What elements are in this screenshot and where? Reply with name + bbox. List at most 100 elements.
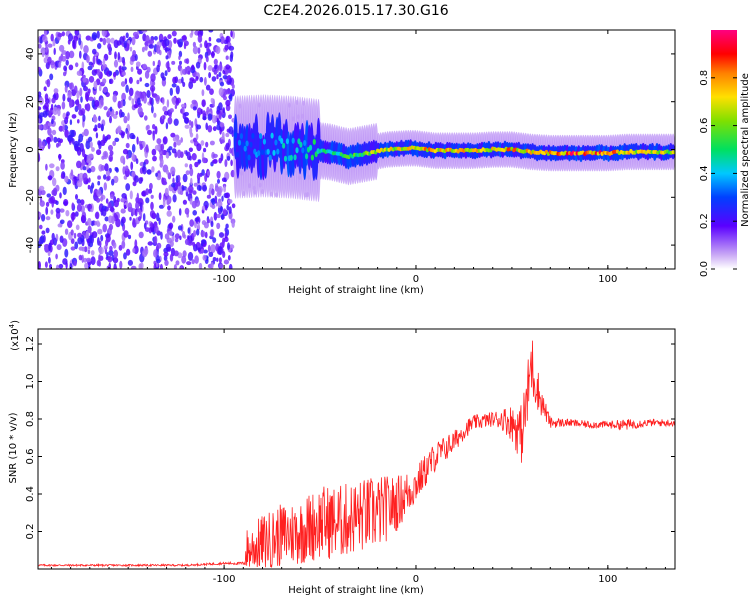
noise-speck bbox=[102, 208, 107, 217]
noise-speck bbox=[91, 99, 96, 109]
colorbar-label: Normalized spectral amplitude bbox=[740, 73, 750, 227]
noise-speck bbox=[137, 97, 141, 106]
noise-speck bbox=[39, 224, 43, 230]
noise-speck bbox=[45, 206, 49, 215]
noise-speck bbox=[120, 208, 125, 214]
noise-speck bbox=[47, 175, 53, 181]
ridge-core bbox=[262, 138, 266, 145]
noise-speck bbox=[222, 107, 225, 114]
ridge-core bbox=[310, 154, 314, 161]
noise-speck bbox=[212, 257, 217, 262]
noise-speck bbox=[64, 248, 69, 258]
noise-speck bbox=[139, 111, 144, 116]
noise-speck bbox=[159, 158, 164, 166]
noise-speck bbox=[63, 199, 69, 207]
noise-speck bbox=[173, 141, 177, 148]
noise-speck bbox=[197, 159, 202, 164]
noise-speck bbox=[108, 144, 113, 152]
noise-speck bbox=[200, 140, 205, 146]
noise-speck bbox=[212, 159, 218, 164]
noise-speck bbox=[207, 244, 211, 253]
noise-speck bbox=[152, 212, 157, 220]
noise-speck bbox=[76, 180, 83, 188]
x-tick-label: 100 bbox=[598, 574, 617, 585]
noise-speck bbox=[122, 166, 126, 175]
noise-speck bbox=[211, 114, 217, 124]
noise-speck bbox=[55, 166, 60, 172]
noise-speck bbox=[103, 53, 109, 61]
noise-speck bbox=[193, 182, 198, 187]
noise-speck bbox=[130, 66, 134, 73]
noise-speck bbox=[64, 175, 69, 183]
noise-speck bbox=[101, 155, 105, 160]
ridge-core bbox=[301, 147, 305, 154]
noise-speck bbox=[38, 261, 41, 269]
x-tick-label: -100 bbox=[213, 274, 236, 285]
noise-speck bbox=[108, 154, 113, 162]
noise-speck bbox=[148, 39, 155, 45]
noise-speck bbox=[38, 124, 43, 130]
noise-speck bbox=[76, 90, 80, 99]
noise-speck bbox=[204, 40, 208, 49]
noise-speck bbox=[169, 112, 172, 118]
noise-speck bbox=[189, 198, 193, 205]
noise-speck bbox=[68, 82, 73, 90]
noise-speck bbox=[227, 254, 231, 261]
ridge-core bbox=[283, 155, 288, 162]
noise-speck bbox=[79, 142, 84, 152]
noise-speck bbox=[209, 88, 214, 95]
noise-speck bbox=[159, 263, 163, 269]
noise-speck bbox=[219, 139, 225, 144]
noise-speck bbox=[221, 131, 225, 139]
ridge-core bbox=[276, 148, 280, 155]
noise-speck bbox=[99, 37, 103, 42]
noise-speck bbox=[167, 34, 172, 40]
noise-speck bbox=[125, 248, 131, 256]
noise-speck bbox=[164, 70, 168, 77]
noise-speck bbox=[192, 46, 199, 55]
noise-speck bbox=[165, 55, 169, 60]
noise-speck bbox=[41, 214, 46, 222]
noise-speck bbox=[185, 58, 190, 65]
noise-speck bbox=[83, 45, 89, 54]
noise-speck bbox=[70, 246, 76, 251]
noise-speck bbox=[196, 124, 202, 130]
noise-speck bbox=[60, 161, 65, 170]
noise-speck bbox=[228, 114, 232, 120]
noise-speck bbox=[186, 261, 192, 266]
noise-speck bbox=[180, 67, 184, 76]
noise-speck bbox=[110, 37, 115, 44]
noise-speck bbox=[71, 138, 75, 145]
noise-speck bbox=[210, 97, 214, 104]
noise-speck bbox=[87, 249, 91, 255]
noise-speck bbox=[190, 177, 193, 185]
noise-speck bbox=[174, 104, 178, 109]
noise-speck bbox=[185, 65, 191, 75]
noise-speck bbox=[98, 240, 102, 247]
noise-speck bbox=[52, 177, 57, 187]
ridge-core bbox=[272, 149, 276, 156]
noise-speck bbox=[209, 140, 215, 146]
noise-speck bbox=[207, 113, 213, 121]
noise-speck bbox=[182, 199, 187, 205]
noise-speck bbox=[87, 217, 92, 226]
noise-speck bbox=[122, 148, 129, 155]
colorbar-gradient bbox=[711, 30, 737, 269]
noise-speck bbox=[119, 36, 125, 45]
noise-speck bbox=[63, 65, 67, 72]
noise-speck bbox=[66, 111, 70, 116]
noise-speck bbox=[191, 79, 197, 84]
noise-speck bbox=[131, 143, 136, 153]
noise-speck bbox=[78, 110, 84, 116]
noise-speck bbox=[213, 58, 218, 65]
noise-speck bbox=[155, 172, 158, 177]
noise-speck bbox=[197, 221, 200, 230]
noise-speck bbox=[218, 257, 222, 264]
noise-speck bbox=[109, 106, 113, 112]
noise-speck bbox=[218, 102, 223, 111]
noise-speck bbox=[221, 195, 224, 202]
noise-speck bbox=[145, 188, 149, 196]
noise-speck bbox=[181, 106, 185, 115]
noise-speck bbox=[95, 132, 99, 139]
noise-speck bbox=[59, 138, 63, 144]
